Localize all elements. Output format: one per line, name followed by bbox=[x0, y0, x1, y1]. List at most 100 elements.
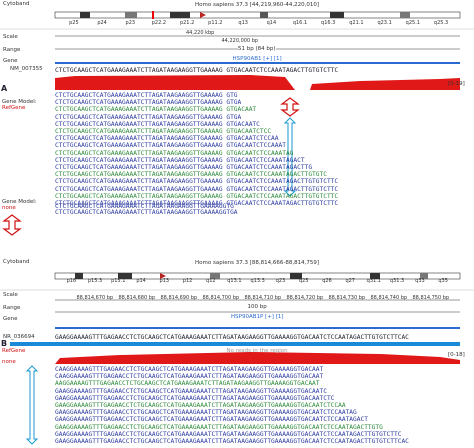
read: CTCTGCAAGCTCATGAAAGAAATCTTAGATAAGAAGGTTG… bbox=[55, 92, 238, 99]
position-marker bbox=[152, 11, 154, 19]
band-label: q23 bbox=[275, 278, 286, 284]
coverage-note: No reads in the region bbox=[226, 348, 288, 354]
band-label: q26 bbox=[322, 278, 332, 284]
band-label: p14 bbox=[136, 278, 146, 284]
read: CTCTGCAAGCTCATGAAAGAAATCTTAGATAAGAAGGTTG… bbox=[55, 99, 242, 107]
read: CTCTGCAAGCTCATGAAAGAAATCTTAGATAAGAAGGTTG… bbox=[55, 142, 286, 150]
panel-label: B bbox=[1, 339, 8, 348]
band-label: p15.1 bbox=[111, 278, 126, 284]
band bbox=[125, 12, 137, 18]
track-label: Cytoband bbox=[3, 1, 30, 7]
gene-model-label: none bbox=[2, 359, 16, 365]
read: CTCTGCAAGCTCATGAAAGAAATCTTAGATAAGAAGGTTG… bbox=[55, 178, 339, 186]
indel-arrow bbox=[280, 97, 300, 117]
band-label: q31.3 bbox=[389, 278, 405, 284]
none-arrow bbox=[2, 214, 22, 236]
band-label: q25.3 bbox=[433, 20, 449, 26]
panel-b-graphics bbox=[0, 272, 474, 445]
band bbox=[330, 12, 344, 18]
track-label: Scale bbox=[3, 292, 18, 298]
band-label: q33 bbox=[415, 278, 425, 284]
read: CTCTGCAAGCTCATGAAAGAAATCTTAGATAAGAAGGTTG… bbox=[55, 192, 339, 200]
read: CTCTGCAAGCTCATGAAAGAAATCTTAGATAAGAAGGTTG… bbox=[55, 203, 234, 210]
transcript-id: NR_036694 bbox=[3, 334, 35, 340]
read: CTCTGCAAGCTCATGAAAGAAATCTTAGATAAGAAGGTTG… bbox=[55, 185, 339, 193]
band-label: p25 bbox=[69, 20, 79, 26]
reads-span-arrow bbox=[283, 117, 297, 197]
scale-tick-label: 88,814,720 bp bbox=[286, 295, 324, 301]
read: AAGGAAAAGTTTGAGAACCTCTGCAAGCTCATGAAAGAAA… bbox=[55, 380, 320, 388]
band-label: q13 bbox=[238, 20, 248, 26]
band bbox=[210, 273, 220, 279]
track-label: Range bbox=[3, 305, 21, 311]
band-label: q23.1 bbox=[377, 20, 392, 26]
range-text: 51 bp (84 bp) bbox=[238, 46, 276, 53]
scale-tick-label: 44,220 kbp bbox=[186, 30, 215, 36]
ideogram bbox=[54, 11, 461, 19]
read: GAAGGAAAAGTTTGAGAACCTCTGCAAGCTCATGAAAGAA… bbox=[55, 402, 346, 409]
read: CTCTGCAAGCTCATGAAAGAAATCTTAGATAAGAAGGTTG… bbox=[55, 171, 327, 179]
band-label: q16.1 bbox=[292, 20, 308, 26]
gene-model-label: Gene Model: bbox=[2, 99, 37, 105]
scale-tick-label: 88,814,740 bp bbox=[370, 295, 408, 301]
band bbox=[80, 12, 90, 18]
band bbox=[420, 273, 428, 279]
band bbox=[75, 273, 83, 279]
track-label: Scale bbox=[3, 34, 18, 40]
band-label: q13.3 bbox=[250, 278, 265, 284]
read: GAAGGAAAAGTTTGAGAACCTCTGCAAGCTCATGAAAGAA… bbox=[55, 387, 327, 395]
gene-model-label: RefGene bbox=[2, 105, 26, 111]
scale-tick-label: 88,814,680 bp bbox=[118, 295, 156, 301]
band-label: q35 bbox=[438, 278, 448, 284]
range-text: 100 bp bbox=[247, 304, 267, 311]
gene-model-label: none bbox=[2, 205, 16, 211]
band-label: p15.3 bbox=[87, 278, 103, 284]
scale-tick-label: 88,814,730 bp bbox=[328, 295, 366, 301]
track-label: Gene bbox=[3, 58, 18, 64]
band bbox=[118, 273, 132, 279]
coverage-range: [0-18] bbox=[448, 352, 465, 358]
read: CAAGGAAAAGTTTGAGAACCTCTGCAAGCTCATGAAAGAA… bbox=[55, 373, 324, 381]
band-label: p24 bbox=[97, 20, 107, 26]
band-label: q27 bbox=[345, 278, 355, 284]
panel-a-graphics bbox=[0, 11, 474, 236]
band-label: q31.1 bbox=[366, 278, 381, 284]
band-label: p13 bbox=[159, 278, 170, 284]
band-label: q12 bbox=[206, 278, 216, 284]
ideogram bbox=[54, 272, 461, 280]
band-label: q16.3 bbox=[321, 20, 336, 26]
gene-bar bbox=[55, 62, 460, 64]
read: CTCTGCAAGCTCATGAAAGAAATCTTAGATAAGAAGGTTG… bbox=[55, 200, 339, 207]
read: CAAGGAAAAGTTTGAGAACCTCTGCAAGCTCATGAAAGAA… bbox=[55, 366, 324, 373]
transcript-id: NM_007355 bbox=[10, 66, 43, 72]
track-label: Range bbox=[3, 47, 21, 53]
genome-title: Homo sapiens 37.3 [88,814,666-88,814,759… bbox=[195, 260, 319, 266]
scale-tick-label: 88,814,750 bp bbox=[412, 295, 450, 301]
reference-sequence: GAAGGAAAAGTTTGAGAACCTCTGCAAGCTCATGAAAGAA… bbox=[55, 334, 409, 341]
band-label: q14 bbox=[266, 20, 277, 26]
band-label: p11.2 bbox=[208, 20, 223, 26]
gene-name: HSP90AB1P [+] [1] bbox=[231, 314, 284, 320]
band-label: q13.1 bbox=[227, 278, 242, 284]
band bbox=[290, 273, 302, 279]
band-label: p22.2 bbox=[151, 20, 167, 26]
scale-tick-label: 88,814,690 bp bbox=[160, 295, 198, 301]
gene-name: HSP90AB1 [+] [1] bbox=[232, 56, 282, 62]
read: CTCTGCAAGCTCATGAAAGAAATCTTAGATAAGAAGGTTG… bbox=[55, 135, 279, 143]
band-label: p16 bbox=[66, 278, 77, 284]
genome-title: Homo sapiens 37.3 [44,219,960-44,220,010… bbox=[195, 2, 319, 8]
read: GAAGGAAAAGTTTGAGAACCTCTGCAAGCTCATGAAAGAA… bbox=[55, 430, 402, 438]
scale-tick-label: 88,814,670 bp bbox=[76, 295, 114, 301]
read: GAAGGAAAAGTTTGAGAACCTCTGCAAGCTCATGAAAGAA… bbox=[55, 409, 357, 417]
panel-label: A bbox=[1, 84, 8, 93]
read: CTCTGCAAGCTCATGAAAGAAATCTTAGATAAGAAGGTTG… bbox=[55, 209, 238, 216]
band-label: p23 bbox=[125, 20, 136, 26]
band-label: q25 bbox=[298, 278, 309, 284]
band bbox=[400, 12, 410, 18]
coverage-right bbox=[310, 78, 460, 90]
band bbox=[370, 273, 380, 279]
band bbox=[170, 12, 190, 18]
read: GAAGGAAAAGTTTGAGAACCTCTGCAAGCTCATGAAAGAA… bbox=[55, 423, 383, 431]
